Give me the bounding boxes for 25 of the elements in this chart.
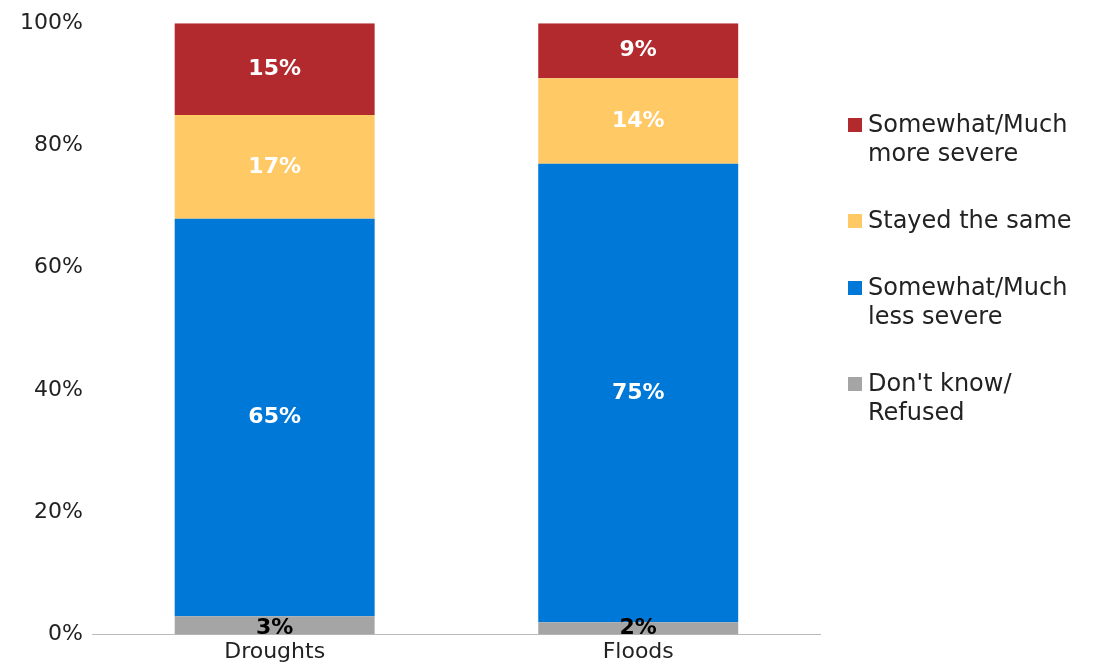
y-tick-label: 100% [19,8,83,34]
bar [538,78,739,164]
data-label: 65% [248,403,302,429]
legend-label: Somewhat/Much more severe [868,110,1069,168]
bar [174,114,375,219]
bar [174,23,375,115]
x-tick-label: Floods [602,637,674,663]
data-label: 3% [255,614,294,640]
y-tick-label: 20% [33,498,83,524]
y-tick-label: 80% [33,131,83,157]
data-label: 14% [611,106,665,132]
bar [538,23,739,79]
data-label: 17% [248,152,302,178]
data-label: 2% [619,614,657,640]
data-label: 75% [611,378,665,404]
x-tick-label: Droughts [224,637,326,663]
bar [174,218,375,617]
y-tick-label: 0% [47,620,83,646]
legend-label: Stayed the same [868,206,1072,235]
data-label: 15% [248,54,302,80]
y-tick-label: 60% [33,253,83,279]
legend-label: Don't know/ Refused [868,369,1013,427]
data-label: 9% [619,36,657,62]
legend-label: Somewhat/Much less severe [868,273,1069,331]
y-tick-label: 40% [33,375,83,401]
